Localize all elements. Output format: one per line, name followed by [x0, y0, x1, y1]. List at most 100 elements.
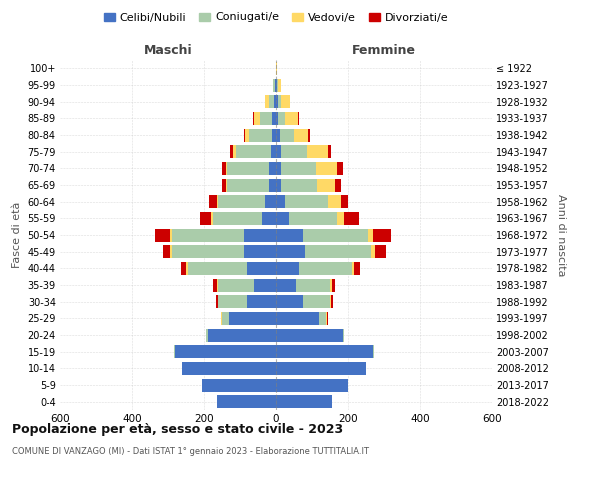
Bar [276, 212, 337, 225]
Bar [276, 245, 375, 258]
Bar [276, 128, 308, 141]
Bar [218, 278, 276, 291]
Bar [244, 128, 276, 141]
Bar [265, 95, 276, 108]
Bar [276, 62, 277, 75]
Bar [188, 262, 276, 275]
Y-axis label: Fasce di età: Fasce di età [12, 202, 22, 268]
Bar [206, 328, 276, 342]
Bar [275, 78, 276, 92]
Text: COMUNE DI VANZAGO (MI) - Dati ISTAT 1° gennaio 2023 - Elaborazione TUTTITALIA.IT: COMUNE DI VANZAGO (MI) - Dati ISTAT 1° g… [12, 448, 369, 456]
Bar [276, 112, 278, 125]
Bar [186, 262, 276, 275]
Bar [276, 362, 366, 375]
Bar [276, 378, 348, 392]
Bar [175, 345, 276, 358]
Bar [213, 278, 276, 291]
Bar [182, 362, 276, 375]
Bar [249, 128, 276, 141]
Bar [276, 345, 373, 358]
Bar [216, 295, 276, 308]
Bar [155, 228, 276, 241]
Bar [233, 145, 276, 158]
Bar [182, 362, 276, 375]
Bar [276, 378, 348, 392]
Bar [222, 178, 276, 192]
Bar [245, 128, 276, 141]
Bar [182, 362, 276, 375]
Bar [217, 395, 276, 408]
Bar [276, 395, 332, 408]
Bar [276, 312, 327, 325]
Bar [170, 228, 276, 241]
Bar [217, 278, 276, 291]
Bar [276, 395, 332, 408]
Bar [262, 212, 276, 225]
Bar [276, 162, 281, 175]
Bar [265, 195, 276, 208]
Bar [247, 262, 276, 275]
Bar [274, 95, 276, 108]
Bar [276, 312, 319, 325]
Text: Maschi: Maschi [143, 44, 193, 57]
Bar [276, 128, 310, 141]
Bar [163, 245, 276, 258]
Bar [170, 245, 276, 258]
Bar [276, 378, 348, 392]
Bar [276, 195, 348, 208]
Bar [218, 295, 276, 308]
Bar [269, 162, 276, 175]
Bar [276, 145, 328, 158]
Bar [217, 395, 276, 408]
Bar [202, 378, 276, 392]
Bar [221, 312, 276, 325]
Bar [217, 195, 276, 208]
Bar [276, 195, 341, 208]
Bar [276, 78, 281, 92]
Bar [200, 212, 276, 225]
Bar [276, 328, 344, 342]
Bar [276, 245, 305, 258]
Bar [272, 112, 276, 125]
Bar [276, 345, 374, 358]
Bar [271, 145, 276, 158]
Bar [276, 228, 373, 241]
Bar [276, 228, 368, 241]
Bar [276, 395, 332, 408]
Bar [206, 328, 276, 342]
Bar [276, 262, 355, 275]
Bar [230, 145, 276, 158]
Bar [175, 345, 276, 358]
Bar [276, 95, 290, 108]
Bar [276, 295, 333, 308]
Bar [276, 212, 359, 225]
Bar [276, 362, 366, 375]
Bar [229, 312, 276, 325]
Bar [227, 162, 276, 175]
Bar [276, 112, 298, 125]
Bar [226, 162, 276, 175]
Bar [276, 328, 344, 342]
Bar [202, 378, 276, 392]
Bar [276, 328, 344, 342]
Bar [276, 295, 330, 308]
Bar [276, 178, 317, 192]
Bar [209, 195, 276, 208]
Bar [276, 345, 374, 358]
Bar [202, 378, 276, 392]
Bar [276, 362, 366, 375]
Bar [211, 212, 276, 225]
Bar [276, 245, 371, 258]
Bar [276, 145, 281, 158]
Bar [276, 328, 343, 342]
Bar [276, 178, 335, 192]
Bar [254, 112, 276, 125]
Bar [247, 295, 276, 308]
Bar [276, 278, 332, 291]
Bar [276, 78, 278, 92]
Bar [218, 195, 276, 208]
Bar [273, 78, 276, 92]
Bar [276, 195, 328, 208]
Bar [276, 245, 386, 258]
Bar [202, 378, 276, 392]
